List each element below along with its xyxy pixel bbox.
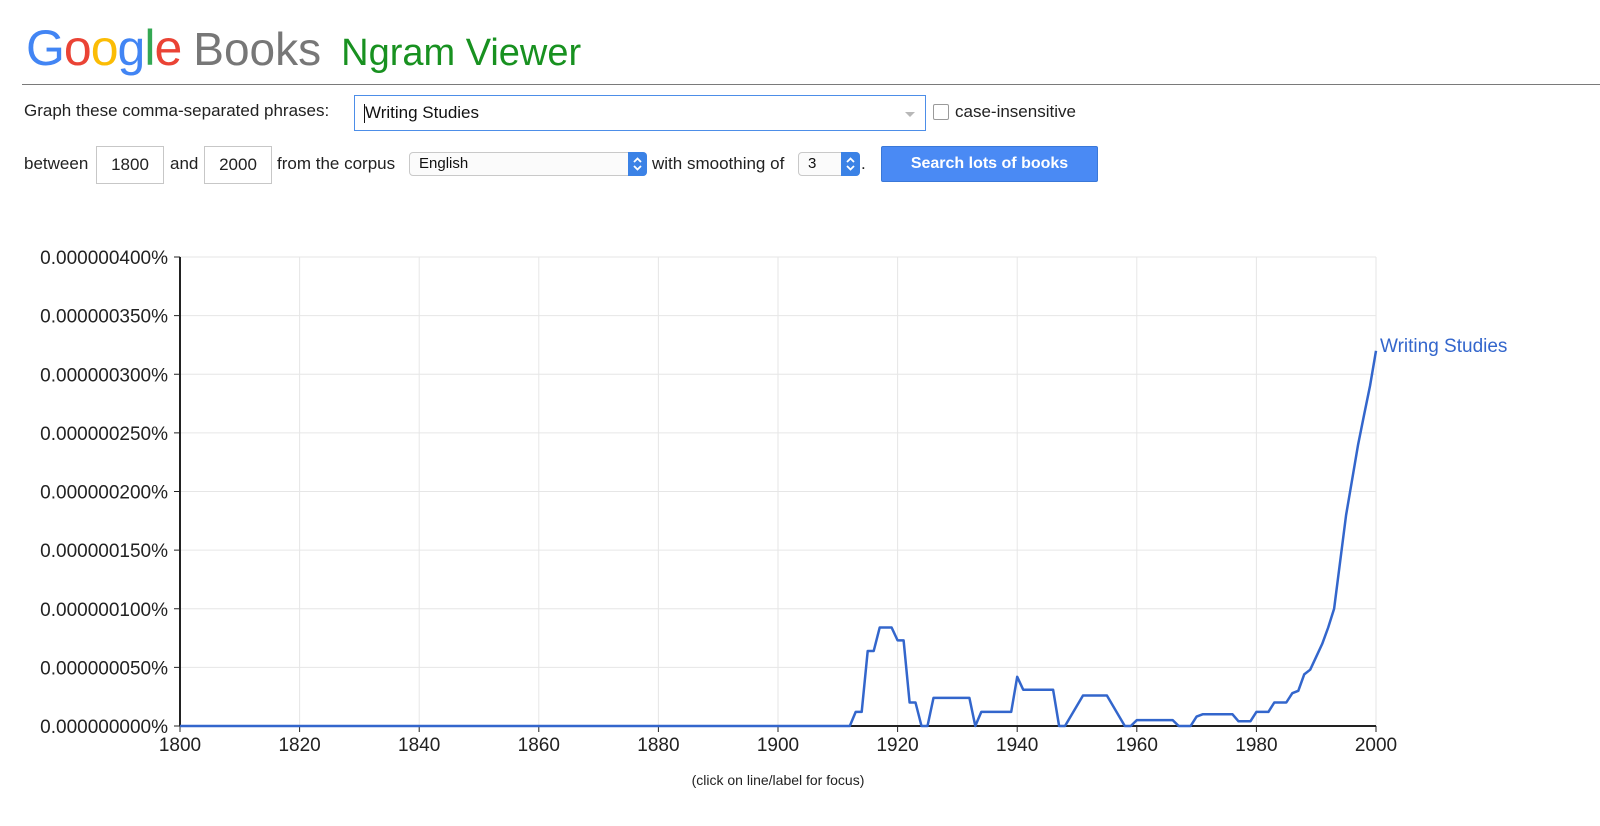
corpus-select-value: English bbox=[419, 155, 469, 172]
y-tick-label: 0.000000300% bbox=[40, 365, 168, 386]
search-button[interactable]: Search lots of books bbox=[881, 146, 1098, 182]
brand-header: Google Books Ngram Viewer bbox=[26, 18, 581, 83]
x-tick-label: 1820 bbox=[278, 735, 320, 756]
corpus-label: from the corpus bbox=[277, 154, 396, 173]
logo-letter: o bbox=[63, 20, 92, 76]
logo-letter: e bbox=[154, 20, 182, 76]
series-line-writing-studies[interactable] bbox=[180, 350, 1378, 728]
x-tick-label: 1880 bbox=[637, 735, 679, 756]
x-tick-label: 1940 bbox=[996, 735, 1038, 756]
phrases-input[interactable]: Writing Studies bbox=[354, 95, 926, 131]
chart-grid bbox=[180, 256, 1377, 726]
case-insensitive-label[interactable]: case-insensitive bbox=[955, 102, 1076, 121]
smoothing-select-value: 3 bbox=[808, 155, 817, 172]
and-label: and bbox=[170, 154, 199, 173]
chart-axes: 0.000000000% 0.000000050% 0.000000100% 0.00… bbox=[40, 248, 1397, 756]
y-tick-label: 0.000000250% bbox=[40, 424, 168, 445]
smoothing-period: . bbox=[861, 154, 866, 173]
corpus-select[interactable]: English bbox=[409, 152, 647, 176]
logo-letter: l bbox=[144, 20, 155, 76]
logo-letter: o bbox=[90, 20, 119, 76]
x-tick-label: 1980 bbox=[1235, 735, 1277, 756]
case-insensitive-checkbox[interactable] bbox=[933, 104, 949, 120]
x-tick-label: 1900 bbox=[757, 735, 799, 756]
x-tick-label: 1920 bbox=[876, 735, 918, 756]
end-year-input[interactable]: 2000 bbox=[204, 146, 272, 184]
google-logo[interactable]: Google bbox=[26, 18, 182, 78]
y-tick-label: 0.000000400% bbox=[40, 248, 168, 269]
header-divider bbox=[22, 84, 1600, 85]
between-label: between bbox=[24, 154, 89, 173]
chart-series[interactable]: Writing Studies bbox=[180, 336, 1507, 728]
y-tick-label: 0.000000000% bbox=[40, 717, 168, 738]
y-tick-label: 0.000000350% bbox=[40, 307, 168, 328]
phrases-input-value: Writing Studies bbox=[365, 103, 480, 122]
chevron-down-icon[interactable] bbox=[905, 112, 915, 117]
logo-letter: G bbox=[26, 20, 65, 76]
smoothing-label: with smoothing of bbox=[652, 154, 785, 173]
y-tick-label: 0.000000100% bbox=[40, 600, 168, 621]
select-arrows-icon bbox=[628, 152, 647, 176]
y-tick-label: 0.000000200% bbox=[40, 483, 168, 504]
books-logo[interactable]: Books bbox=[193, 23, 322, 75]
text-caret bbox=[364, 104, 365, 123]
x-tick-label: 1860 bbox=[518, 735, 560, 756]
x-tick-label: 1960 bbox=[1116, 735, 1158, 756]
logo-letter: g bbox=[117, 20, 146, 76]
y-tick-label: 0.000000150% bbox=[40, 541, 168, 562]
y-tick-label: 0.000000050% bbox=[40, 658, 168, 679]
x-tick-label: 1840 bbox=[398, 735, 440, 756]
select-arrows-icon bbox=[841, 152, 860, 176]
x-tick-label: 1800 bbox=[159, 735, 201, 756]
smoothing-select[interactable]: 3 bbox=[798, 152, 860, 176]
x-tick-label: 2000 bbox=[1355, 735, 1397, 756]
app-title: Ngram Viewer bbox=[341, 32, 582, 74]
start-year-input[interactable]: 1800 bbox=[96, 146, 164, 184]
phrases-label: Graph these comma-separated phrases: bbox=[24, 101, 330, 120]
series-label-writing-studies[interactable]: Writing Studies bbox=[1380, 336, 1507, 357]
chart-footnote: (click on line/label for focus) bbox=[691, 772, 865, 788]
